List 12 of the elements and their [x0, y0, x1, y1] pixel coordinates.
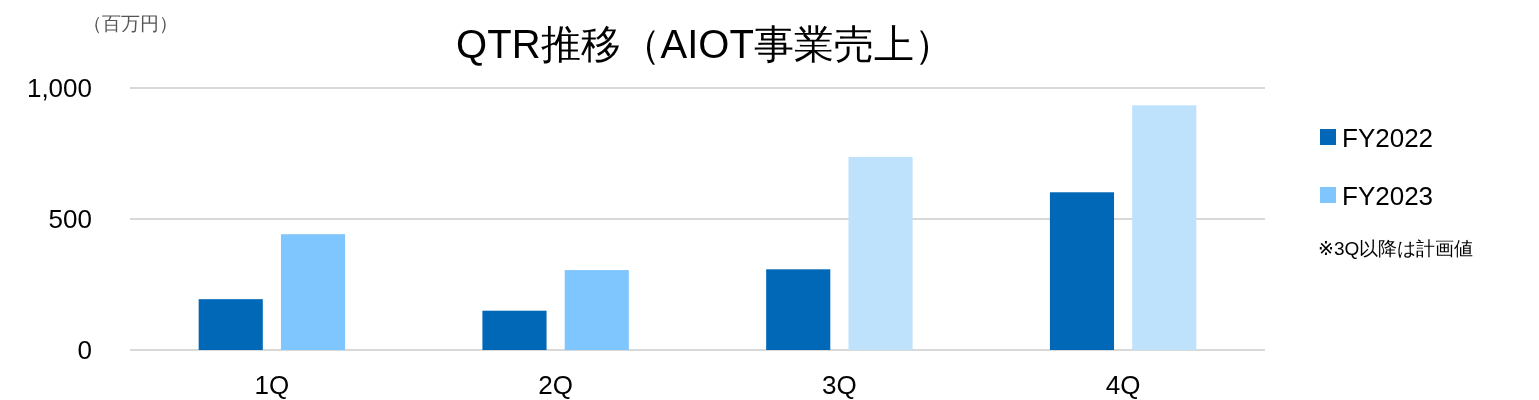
x-tick-label: 1Q — [254, 370, 290, 400]
x-tick-label: 2Q — [538, 370, 573, 400]
x-tick-label: 3Q — [822, 370, 857, 400]
x-tick-label: 4Q — [1105, 370, 1141, 400]
y-tick-label: 500 — [48, 204, 92, 234]
legend-label: FY2022 — [1342, 123, 1434, 153]
y-tick-label: 1,000 — [26, 73, 92, 103]
y-tick-label: 0 — [77, 335, 92, 365]
title: QTR推移（AIOT事業売上） — [456, 22, 954, 66]
annotation: ※3Q以降は計画値 — [1318, 238, 1474, 259]
ylabel: （百万円） — [82, 13, 178, 34]
legend-label: FY2023 — [1342, 181, 1434, 211]
